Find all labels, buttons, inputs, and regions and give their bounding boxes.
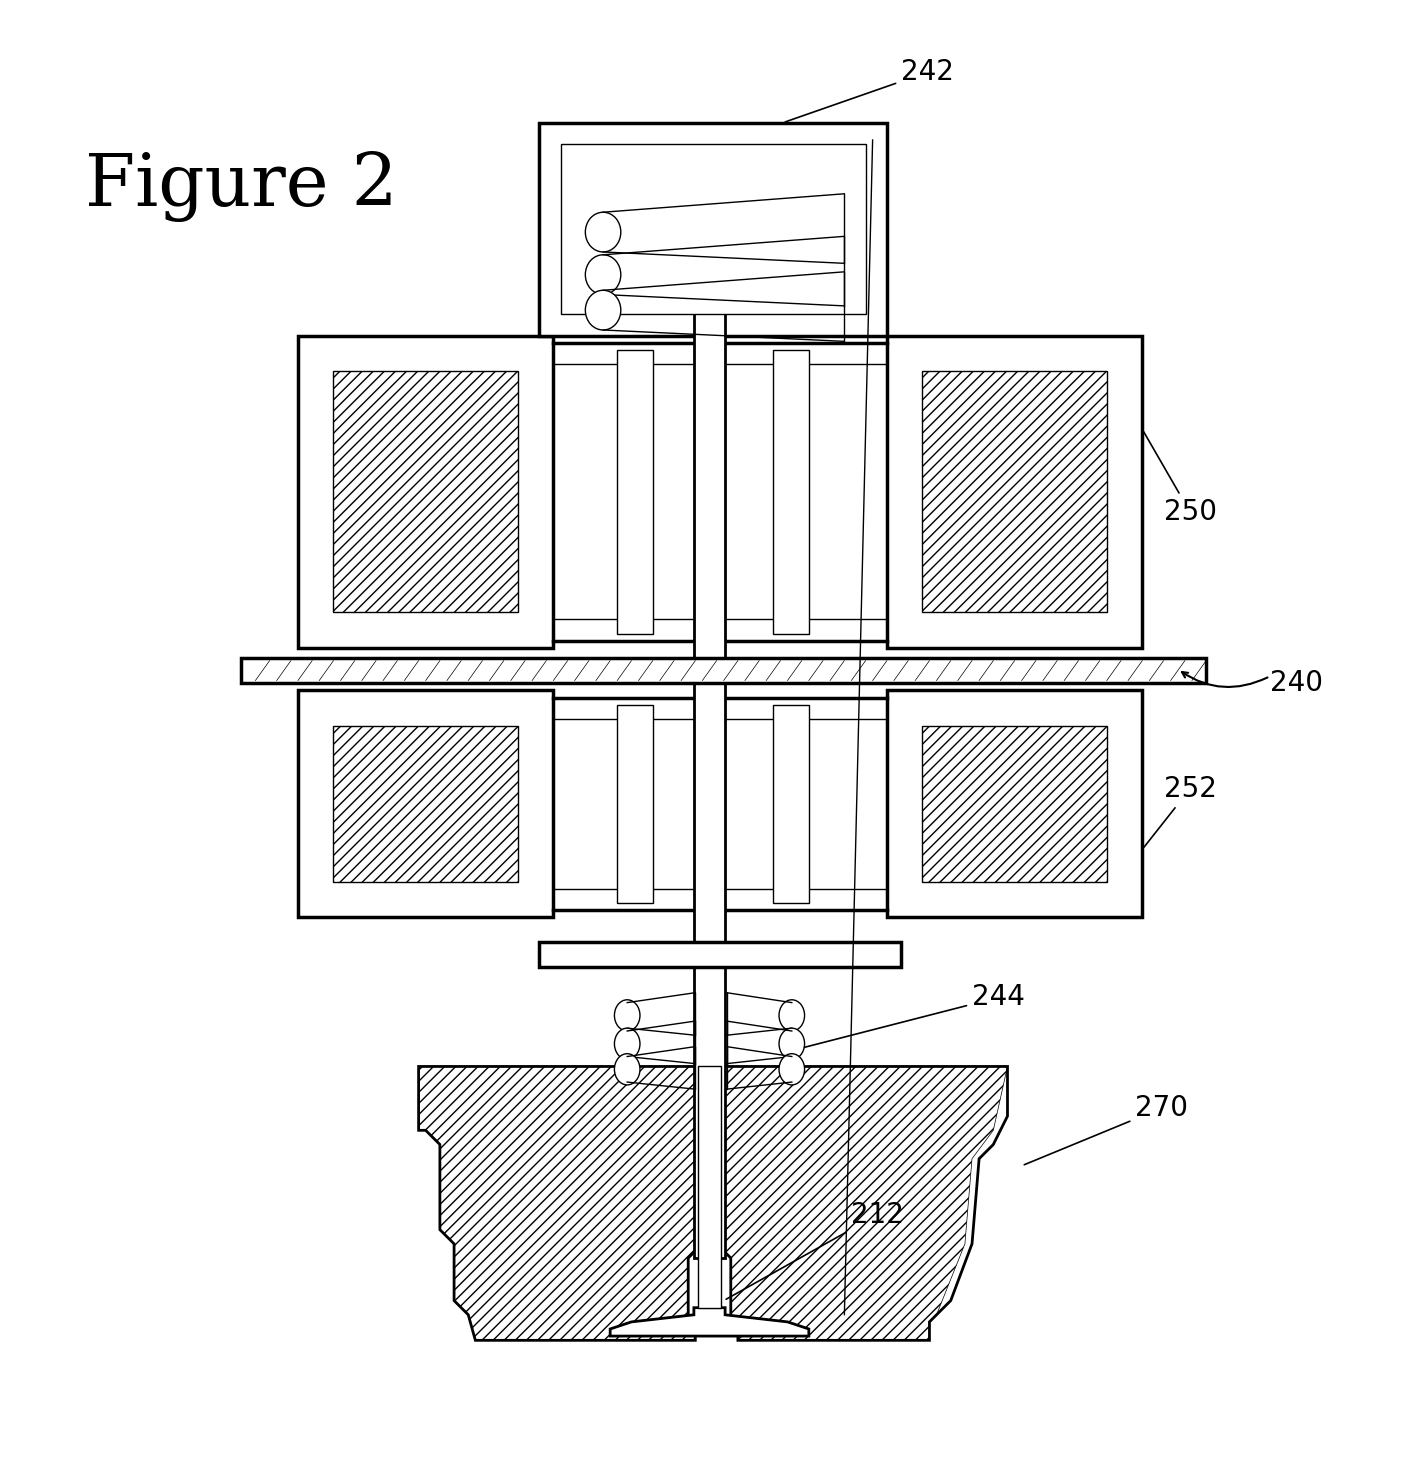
Ellipse shape <box>779 1000 805 1031</box>
Bar <box>539 941 901 968</box>
Bar <box>922 371 1107 613</box>
Bar <box>773 705 809 903</box>
Ellipse shape <box>585 213 620 252</box>
Bar <box>887 336 1142 648</box>
Text: 212: 212 <box>727 1201 904 1299</box>
Bar <box>694 208 725 1258</box>
Text: 250: 250 <box>1144 432 1216 526</box>
Ellipse shape <box>585 255 620 295</box>
Text: Figure 2: Figure 2 <box>85 151 397 223</box>
Bar <box>698 1066 721 1308</box>
Bar <box>333 726 518 883</box>
Text: 242: 242 <box>785 59 954 122</box>
Text: 252: 252 <box>1144 776 1216 847</box>
Bar <box>617 705 653 903</box>
Ellipse shape <box>585 290 620 330</box>
Bar <box>773 350 809 633</box>
Bar <box>561 144 866 314</box>
Ellipse shape <box>614 1000 640 1031</box>
Bar <box>617 350 653 633</box>
Ellipse shape <box>779 1028 805 1060</box>
Bar <box>539 123 887 336</box>
Bar <box>241 658 1206 683</box>
Bar <box>298 690 553 918</box>
Bar <box>922 726 1107 883</box>
Ellipse shape <box>779 1054 805 1085</box>
Bar <box>887 690 1142 918</box>
Text: 244: 244 <box>805 984 1025 1047</box>
Text: 240: 240 <box>1270 670 1323 698</box>
Bar <box>298 336 553 648</box>
Ellipse shape <box>614 1028 640 1060</box>
Ellipse shape <box>614 1054 640 1085</box>
Polygon shape <box>610 1308 809 1336</box>
Bar <box>333 371 518 613</box>
Text: 270: 270 <box>1025 1094 1188 1164</box>
